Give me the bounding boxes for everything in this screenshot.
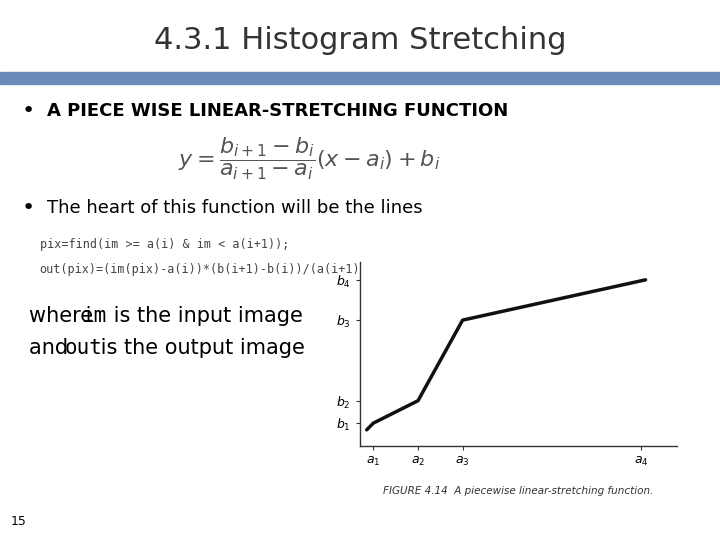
Text: •: • xyxy=(22,198,35,218)
Text: FIGURE 4.14  A piecewise linear-stretching function.: FIGURE 4.14 A piecewise linear-stretchin… xyxy=(383,487,654,496)
Text: where: where xyxy=(29,306,99,326)
Text: and: and xyxy=(29,338,75,359)
Text: $y = \dfrac{b_{i+1} - b_i}{a_{i+1} - a_i}(x - a_i) + b_i$: $y = \dfrac{b_{i+1} - b_i}{a_{i+1} - a_i… xyxy=(179,136,441,183)
Text: 4.3.1 Histogram Stretching: 4.3.1 Histogram Stretching xyxy=(154,26,566,55)
Text: The heart of this function will be the lines: The heart of this function will be the l… xyxy=(47,199,423,217)
Text: out(pix)=(im(pix)-a(i))*(b(i+1)-b(i))/(a(i+1)-a(i))+b(i): out(pix)=(im(pix)-a(i))*(b(i+1)-b(i))/(a… xyxy=(40,264,438,276)
Text: is the input image: is the input image xyxy=(107,306,303,326)
Text: pix=find(im >= a(i) & im < a(i+1));: pix=find(im >= a(i) & im < a(i+1)); xyxy=(40,238,289,251)
Text: im: im xyxy=(81,306,107,326)
Bar xyxy=(0,72,720,84)
Text: A PIECE WISE LINEAR-STRETCHING FUNCTION: A PIECE WISE LINEAR-STRETCHING FUNCTION xyxy=(47,102,508,120)
Text: •: • xyxy=(22,100,35,121)
Text: 15: 15 xyxy=(11,515,27,528)
Text: out: out xyxy=(65,338,103,359)
Text: is the output image: is the output image xyxy=(94,338,305,359)
